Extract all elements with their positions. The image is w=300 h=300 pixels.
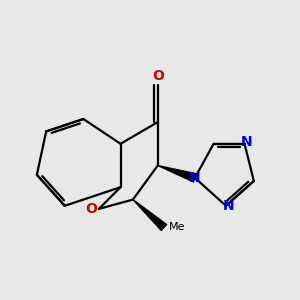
Text: O: O — [85, 202, 97, 216]
Text: O: O — [152, 69, 164, 83]
Text: N: N — [223, 199, 235, 213]
Text: N: N — [189, 171, 201, 185]
Text: Me: Me — [169, 223, 185, 232]
Text: N: N — [240, 135, 252, 149]
Polygon shape — [158, 166, 196, 182]
Polygon shape — [133, 200, 167, 230]
